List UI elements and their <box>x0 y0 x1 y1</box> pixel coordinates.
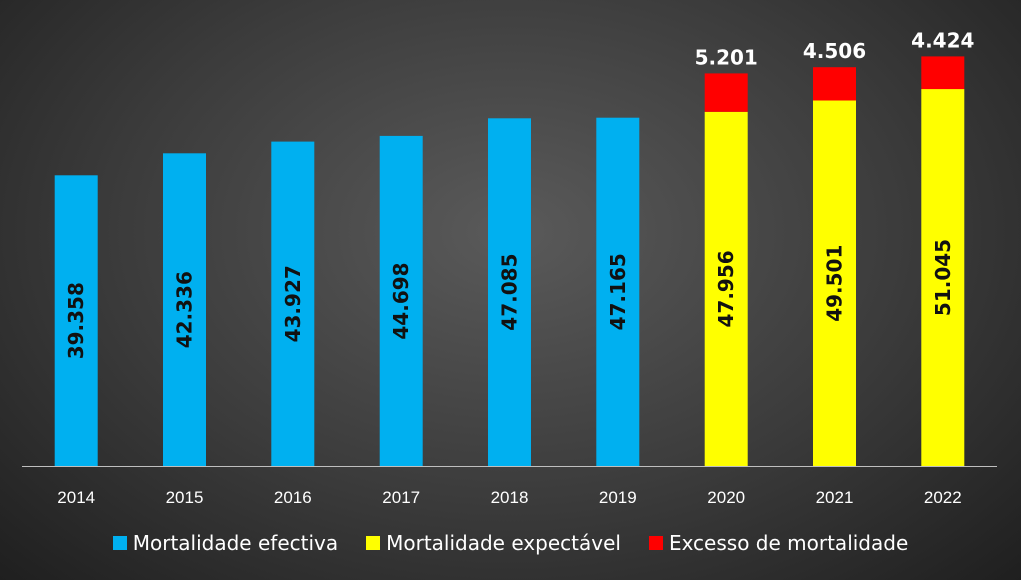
data-label-2022-series-1: 51.045 <box>931 239 955 316</box>
x-tick-label-2022: 2022 <box>924 488 962 507</box>
bar-2020-series-1 <box>704 111 748 467</box>
bar-2020-series-2 <box>704 73 748 112</box>
data-label-2014-series-0: 39.358 <box>64 282 88 359</box>
bar-2021-series-1 <box>813 100 856 467</box>
bar-2019-series-0 <box>596 117 640 466</box>
x-tick-label-2015: 2015 <box>166 488 204 507</box>
data-label-2018-series-0: 47.085 <box>498 254 522 331</box>
legend-swatch <box>648 536 663 550</box>
bar-2018-series-0 <box>488 118 531 467</box>
x-tick-label-2016: 2016 <box>274 488 312 507</box>
legend-item-0: Mortalidade efectiva <box>112 531 339 555</box>
legend-swatch <box>366 536 381 550</box>
bar-2022-series-2 <box>921 56 965 90</box>
legend-item-2: Excesso de mortalidade <box>648 531 909 555</box>
bar-2021-series-2 <box>813 67 856 101</box>
data-label-2015-series-0: 42.336 <box>173 271 197 348</box>
legend-item-1: Mortalidade expectável <box>366 531 621 555</box>
legend-label: Mortalidade efectiva <box>132 531 339 555</box>
bar-chart: 39.358 2014 42.336 2015 43.927 2016 44.698 2017… <box>22 28 997 507</box>
bar-2014-series-0 <box>54 175 98 467</box>
bar-2016-series-0 <box>271 141 315 466</box>
legend-swatch <box>112 536 127 550</box>
x-tick-label-2014: 2014 <box>57 488 95 507</box>
data-label-2016-series-0: 43.927 <box>281 265 305 342</box>
data-label-2017-series-0: 44.698 <box>389 262 413 339</box>
bar-2015-series-0 <box>163 153 206 467</box>
x-tick-label-2021: 2021 <box>816 488 854 507</box>
x-tick-label-2020: 2020 <box>707 488 745 507</box>
legend-label: Excesso de mortalidade <box>668 531 909 555</box>
data-label-2021-series-1: 49.501 <box>823 245 847 322</box>
data-label-2020-series-1: 47.956 <box>714 250 738 327</box>
bar-2022-series-1 <box>921 89 965 466</box>
bar-2017-series-0 <box>379 135 423 466</box>
data-label-2022-series-2: 4.424 <box>911 28 974 52</box>
data-label-2021-series-2: 4.506 <box>803 39 866 63</box>
data-label-2020-series-2: 5.201 <box>695 45 758 69</box>
data-label-2019-series-0: 47.165 <box>606 253 630 330</box>
legend-label: Mortalidade expectável <box>386 531 621 555</box>
legend: Mortalidade efectiva Mortalidade expectáv… <box>0 531 1021 555</box>
x-tick-label-2017: 2017 <box>382 488 420 507</box>
x-tick-label-2019: 2019 <box>599 488 637 507</box>
x-tick-label-2018: 2018 <box>491 488 529 507</box>
